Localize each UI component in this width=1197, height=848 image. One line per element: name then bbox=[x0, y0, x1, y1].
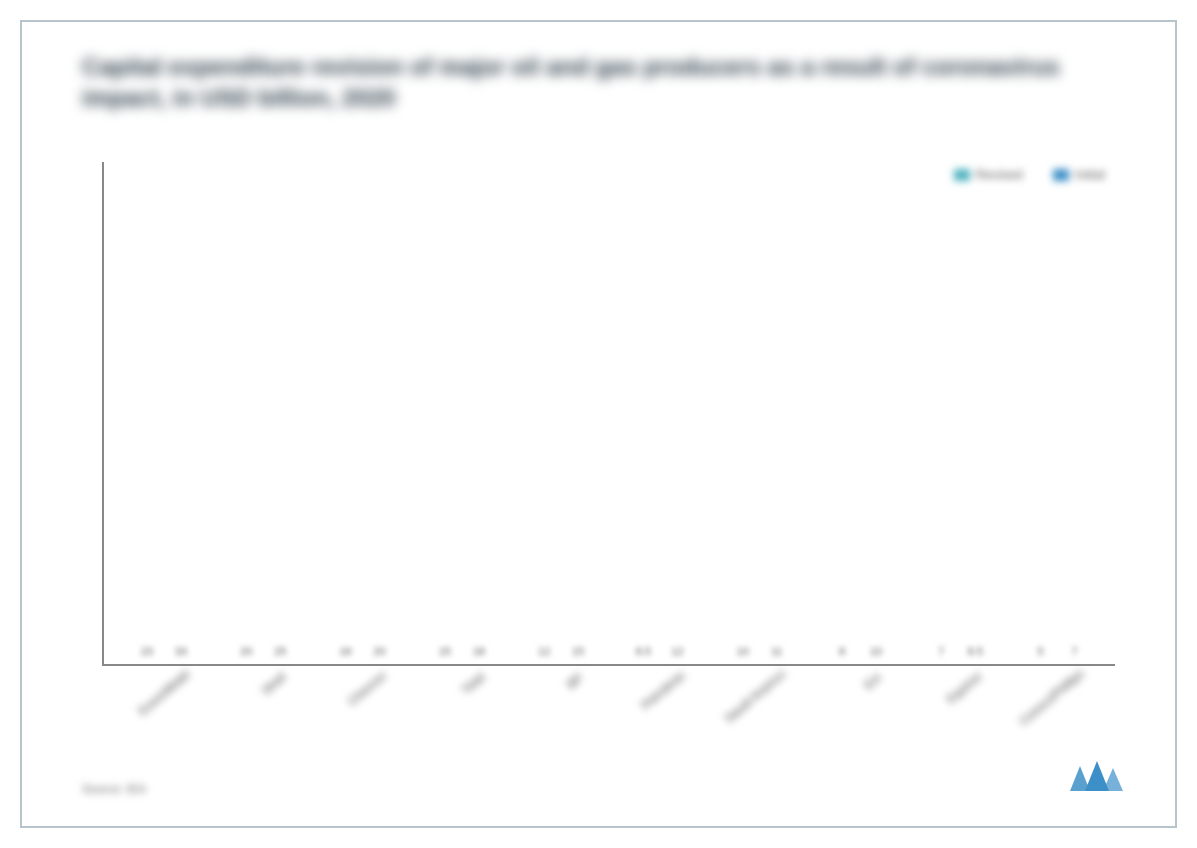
legend: Revised Initial bbox=[954, 167, 1105, 182]
category-label: ConocoPhillips bbox=[1017, 667, 1087, 729]
legend-item-initial: Initial bbox=[1053, 167, 1105, 182]
bar-value-label: 7 bbox=[1072, 646, 1078, 658]
bar-value-label: 33 bbox=[175, 646, 187, 658]
logo-icon bbox=[1065, 756, 1125, 796]
bar-value-label: 15 bbox=[439, 646, 451, 658]
bar-value-label: 8.5 bbox=[636, 646, 651, 658]
bar-value-label: 23 bbox=[141, 646, 153, 658]
chart-area: 2333ExxonMobil2025Shell1620Chevron1518To… bbox=[102, 182, 1115, 666]
category-label: Eni bbox=[861, 671, 883, 693]
category-label: Total bbox=[458, 670, 486, 697]
bar-value-label: 20 bbox=[240, 646, 252, 658]
bar-value-label: 10 bbox=[737, 646, 749, 658]
legend-swatch-initial bbox=[1053, 169, 1069, 181]
bar-value-label: 20 bbox=[373, 646, 385, 658]
x-axis bbox=[102, 664, 1115, 666]
category-label: Petrobras bbox=[639, 668, 688, 712]
bar-value-label: 12 bbox=[671, 646, 683, 658]
legend-item-revised: Revised bbox=[954, 167, 1023, 182]
bar-value-label: 16 bbox=[339, 646, 351, 658]
legend-swatch-revised bbox=[954, 169, 970, 181]
legend-label: Revised bbox=[976, 167, 1023, 182]
bar-value-label: 7 bbox=[938, 646, 944, 658]
bar-value-label: 11 bbox=[771, 646, 782, 658]
bar-value-label: 18 bbox=[473, 646, 485, 658]
y-axis bbox=[102, 162, 104, 666]
bar-value-label: 8 bbox=[839, 646, 845, 658]
source-text: Source: IEA bbox=[82, 782, 146, 796]
bar-value-label: 12 bbox=[538, 646, 550, 658]
bar-value-label: 25 bbox=[274, 646, 286, 658]
chart-title: Capital expenditure revision of major oi… bbox=[82, 52, 1135, 114]
category-label: BP bbox=[564, 671, 585, 692]
category-label: Chevron bbox=[345, 669, 389, 709]
category-label: Shell bbox=[259, 670, 288, 698]
bar-value-label: 15 bbox=[572, 646, 584, 658]
bar-value-label: 10 bbox=[870, 646, 882, 658]
bar-value-label: 5 bbox=[1038, 646, 1044, 658]
category-label: Saudi Aramco bbox=[722, 667, 788, 726]
chart-container: Capital expenditure revision of major oi… bbox=[20, 20, 1177, 828]
bar-value-label: 8.5 bbox=[968, 646, 983, 658]
category-label: ExxonMobil bbox=[135, 668, 192, 719]
bars-region: 2333ExxonMobil2025Shell1620Chevron1518To… bbox=[122, 182, 1115, 664]
category-label: Equinor bbox=[944, 669, 985, 706]
legend-label: Initial bbox=[1075, 167, 1105, 182]
